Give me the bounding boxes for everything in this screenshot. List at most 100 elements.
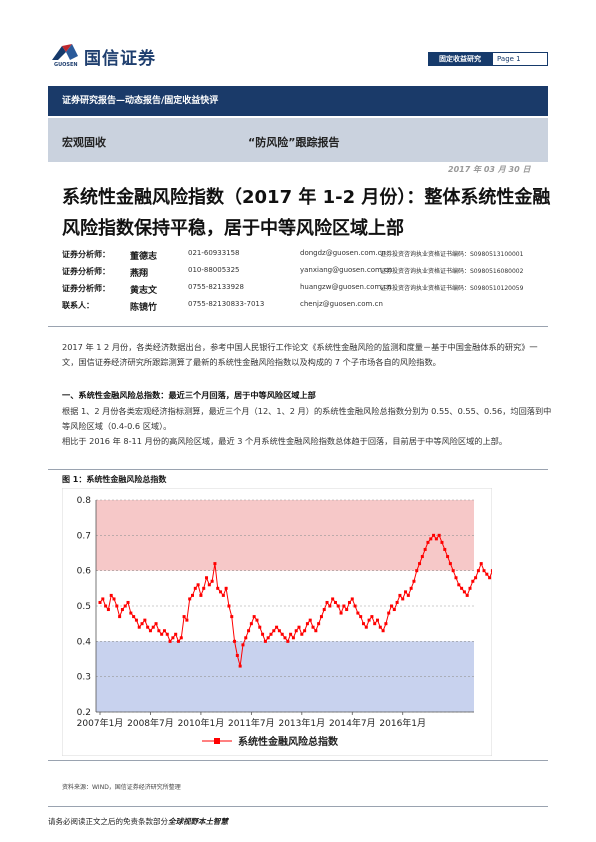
data-point — [381, 629, 385, 633]
data-point — [390, 604, 394, 608]
data-point — [235, 653, 239, 657]
data-point — [249, 622, 253, 626]
data-point — [134, 618, 138, 622]
data-point — [213, 562, 217, 566]
data-point — [395, 600, 399, 604]
data-point — [179, 636, 183, 640]
data-point — [129, 611, 133, 615]
data-point — [118, 615, 122, 619]
data-point — [345, 608, 349, 612]
data-point — [353, 604, 357, 608]
x-tick-label: 2010年1月 — [178, 717, 225, 729]
analyst-name: 燕翔 — [130, 269, 149, 279]
y-tick-label: 0.6 — [77, 567, 92, 577]
body-paragraph: 根据 1、2 月份各类宏观经济指标测算，最近三个月（12、1、2 月）的系统性金… — [62, 406, 552, 431]
data-point — [157, 629, 161, 633]
analyst-phone: 0755-82133928 — [188, 283, 244, 291]
analyst-name: 董德志 — [130, 252, 158, 262]
y-tick-label: 0.8 — [77, 496, 92, 506]
data-point — [359, 615, 363, 619]
data-point — [266, 636, 270, 640]
data-point — [258, 625, 262, 629]
data-point — [162, 629, 166, 633]
data-point — [311, 625, 315, 629]
data-point — [336, 604, 340, 608]
y-tick-label: 0.4 — [77, 637, 92, 647]
analyst-role: 证券分析师： — [62, 267, 110, 276]
data-point — [115, 604, 119, 608]
data-point — [373, 622, 377, 626]
report-category-band: 证券研究报告—动态报告/固定收益快评 — [48, 86, 548, 116]
data-point — [333, 600, 337, 604]
data-point — [101, 597, 105, 601]
data-point — [140, 622, 144, 626]
data-point — [350, 597, 354, 601]
data-point — [143, 618, 147, 622]
data-point — [269, 632, 273, 636]
data-point — [476, 569, 480, 573]
data-point — [252, 615, 256, 619]
analyst-row: 证券分析师： 董德志 021-60933158 dongdz@guosen.co… — [0, 249, 596, 262]
footer-disclaimer[interactable]: 请务必阅读正文之后的免责条款部分 — [48, 817, 168, 826]
x-tick-label: 2016年1月 — [379, 717, 426, 729]
data-point — [418, 562, 422, 566]
data-point — [392, 608, 396, 612]
data-point — [98, 600, 102, 604]
analyst-email[interactable]: yanxiang@guosen.com.cn — [300, 266, 393, 274]
data-point — [185, 618, 189, 622]
data-point — [202, 586, 206, 590]
subject-right: “防风险”跟踪报告 — [248, 136, 340, 149]
data-point — [224, 586, 228, 590]
divider — [48, 326, 548, 327]
data-point — [367, 618, 371, 622]
logo — [50, 42, 80, 62]
analyst-email[interactable]: huangzw@guosen.com.cn — [300, 283, 392, 291]
x-tick-label: 2014年7月 — [329, 717, 376, 729]
figure-bottom-rule — [48, 760, 548, 761]
data-point — [132, 615, 136, 619]
data-point — [437, 533, 441, 537]
data-point — [148, 629, 152, 633]
data-point — [191, 593, 194, 597]
data-point — [364, 625, 368, 629]
data-point — [401, 597, 405, 601]
data-point — [446, 555, 450, 559]
data-point — [286, 639, 290, 643]
data-point — [404, 590, 408, 594]
data-point — [460, 586, 464, 590]
data-point — [317, 622, 321, 626]
data-point — [462, 590, 466, 594]
x-tick-label: 2013年1月 — [278, 717, 325, 729]
chart-legend: 系统性金融风险总指数 — [202, 735, 339, 748]
contact-role: 联系人： — [62, 301, 94, 310]
data-point — [468, 586, 472, 590]
data-point — [151, 625, 155, 629]
data-point — [479, 562, 483, 566]
analyst-email[interactable]: dongdz@guosen.com.cn — [300, 249, 386, 257]
logo-text: 国信证券 — [84, 49, 156, 69]
contact-email[interactable]: chenjz@guosen.com.cn — [300, 300, 383, 308]
data-point — [474, 576, 478, 580]
data-point — [272, 629, 276, 633]
data-point — [325, 600, 329, 604]
data-point — [168, 639, 172, 643]
data-point — [440, 540, 444, 544]
data-point — [227, 604, 231, 608]
data-point — [275, 625, 279, 629]
data-point — [387, 611, 391, 615]
analyst-cert: 证券投资咨询执业资格证书编码：S0980513100001 — [380, 251, 524, 258]
data-point — [291, 636, 295, 640]
x-tick-label: 2008年7月 — [127, 717, 174, 729]
report-type-tag: 固定收益研究 — [428, 52, 492, 66]
data-point — [165, 632, 169, 636]
data-point — [261, 632, 265, 636]
legend-label: 系统性金融风险总指数 — [238, 735, 339, 748]
data-point — [378, 625, 382, 629]
analyst-cert: 证券投资咨询执业资格证书编码：S0980516080002 — [380, 268, 524, 275]
data-point — [488, 576, 492, 580]
body-paragraph: 相比于 2016 年 8-11 月份的高风险区域，最近 3 个月系统性金融风险指… — [62, 436, 508, 446]
analyst-role: 证券分析师： — [62, 250, 110, 259]
data-point — [465, 593, 469, 597]
data-point — [154, 622, 158, 626]
analyst-row: 证券分析师： 黄志文 0755-82133928 huangzw@guosen.… — [0, 283, 596, 296]
